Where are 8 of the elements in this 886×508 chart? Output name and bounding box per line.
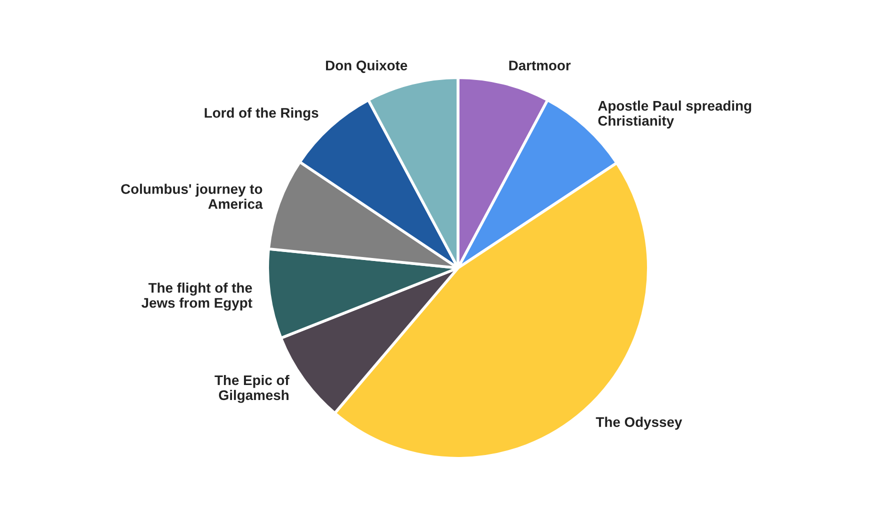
slice-label: The Odyssey [596, 416, 682, 430]
slice-label: Don Quixote [326, 60, 408, 73]
slice-label: Lord of the Rings [204, 108, 318, 121]
slice-label: The Epic of Gilgamesh [214, 374, 290, 403]
slice-label: Apostle Paul spreading Christianity [598, 100, 752, 128]
slice-label: Dartmoor [509, 60, 571, 70]
slice-label: The flight of the Jews from Egypt [142, 282, 252, 311]
slice-label: Columbus' journey to America [121, 184, 263, 209]
